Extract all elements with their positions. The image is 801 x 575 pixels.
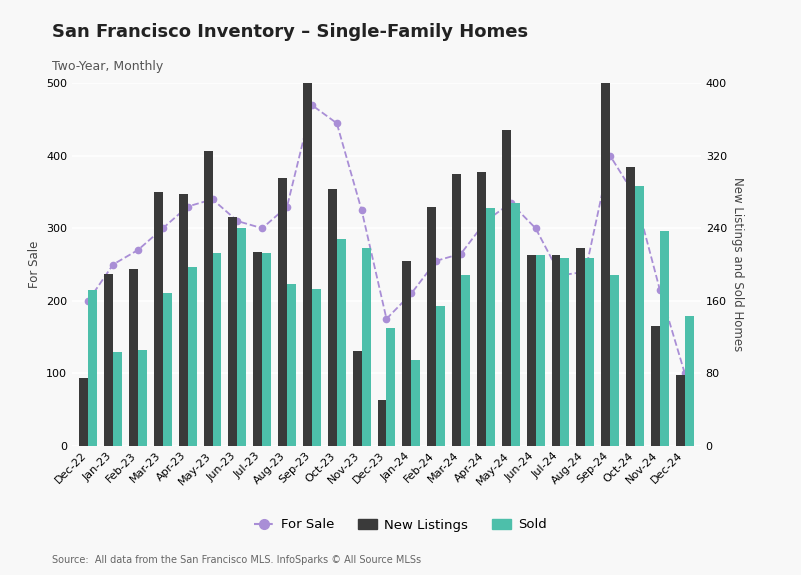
Bar bbox=[501, 131, 511, 446]
Bar bbox=[129, 269, 138, 446]
Bar bbox=[635, 186, 644, 446]
Bar bbox=[452, 174, 461, 446]
Bar bbox=[187, 267, 196, 446]
Bar bbox=[113, 352, 122, 446]
Bar bbox=[352, 351, 361, 446]
Bar bbox=[461, 275, 470, 446]
Y-axis label: New Listings and Sold Homes: New Listings and Sold Homes bbox=[731, 177, 743, 352]
Bar bbox=[303, 52, 312, 446]
Bar bbox=[228, 217, 237, 446]
Bar bbox=[402, 261, 412, 446]
Bar bbox=[138, 350, 147, 446]
Bar bbox=[511, 203, 520, 446]
Legend: For Sale, New Listings, Sold: For Sale, New Listings, Sold bbox=[249, 513, 552, 537]
Bar bbox=[278, 178, 287, 446]
Bar bbox=[660, 231, 669, 446]
Bar bbox=[586, 258, 594, 446]
Bar bbox=[203, 151, 212, 446]
Bar bbox=[328, 189, 336, 446]
Bar bbox=[486, 208, 495, 446]
Bar bbox=[361, 248, 371, 446]
Bar bbox=[437, 306, 445, 446]
Bar bbox=[377, 400, 387, 446]
Text: Two-Year, Monthly: Two-Year, Monthly bbox=[52, 60, 163, 74]
Bar bbox=[577, 248, 586, 446]
Bar bbox=[88, 290, 97, 446]
Bar bbox=[179, 194, 187, 446]
Bar bbox=[212, 253, 221, 446]
Bar bbox=[79, 378, 88, 446]
Bar bbox=[104, 274, 113, 446]
Bar bbox=[154, 192, 163, 446]
Bar bbox=[651, 326, 660, 446]
Y-axis label: For Sale: For Sale bbox=[27, 241, 41, 288]
Bar bbox=[610, 275, 619, 446]
Bar bbox=[552, 255, 561, 446]
Bar bbox=[561, 258, 570, 446]
Bar bbox=[253, 252, 262, 446]
Bar bbox=[685, 316, 694, 446]
Bar bbox=[336, 239, 346, 446]
Bar bbox=[312, 289, 321, 446]
Bar bbox=[676, 375, 685, 446]
Bar bbox=[526, 255, 536, 446]
Bar bbox=[163, 293, 171, 446]
Bar bbox=[237, 228, 247, 446]
Bar bbox=[387, 328, 396, 446]
Bar bbox=[626, 167, 635, 446]
Bar bbox=[412, 359, 421, 446]
Bar bbox=[477, 172, 486, 446]
Bar bbox=[262, 253, 272, 446]
Text: San Francisco Inventory – Single-Family Homes: San Francisco Inventory – Single-Family … bbox=[52, 23, 528, 41]
Text: Source:  All data from the San Francisco MLS. InfoSparks © All Source MLSs: Source: All data from the San Francisco … bbox=[52, 555, 421, 565]
Bar bbox=[536, 255, 545, 446]
Bar bbox=[427, 208, 437, 446]
Bar bbox=[287, 285, 296, 446]
Bar bbox=[602, 27, 610, 446]
